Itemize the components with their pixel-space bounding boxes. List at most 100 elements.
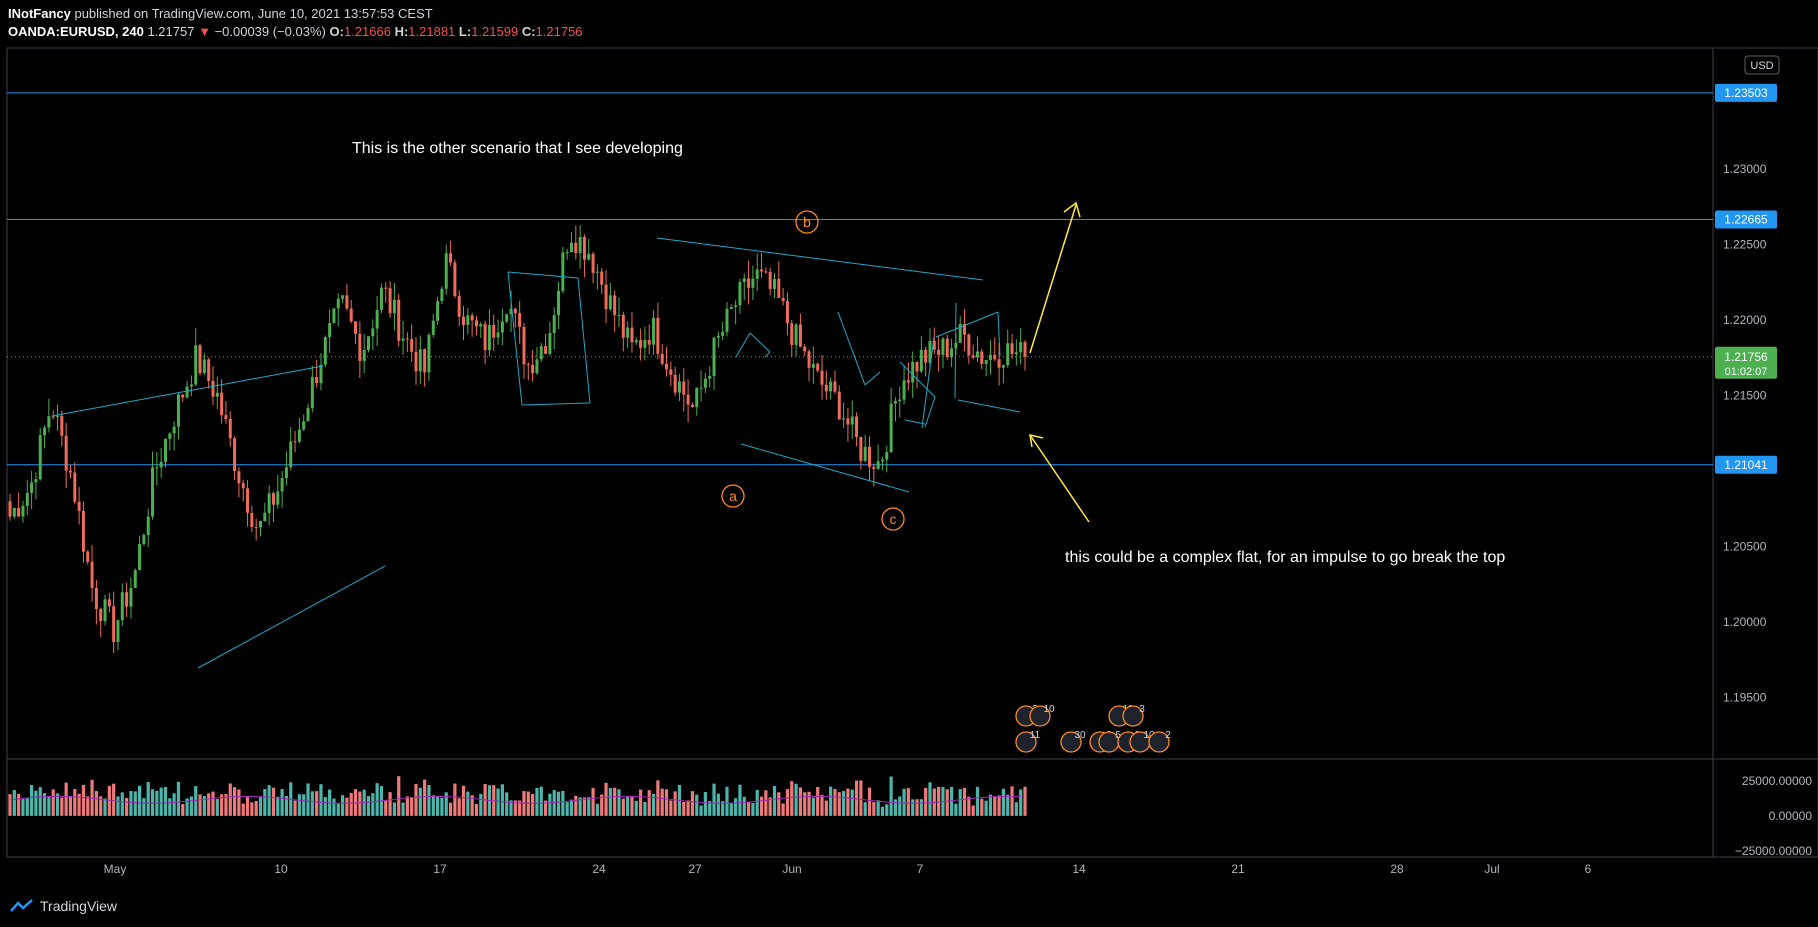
candle-body	[284, 467, 288, 478]
volume-bar	[293, 800, 297, 816]
volume-bar	[958, 789, 962, 816]
candle-body	[682, 381, 686, 395]
wave-label: b	[803, 214, 811, 230]
candle-body	[379, 287, 383, 310]
candle-body	[863, 446, 867, 461]
volume-bar	[807, 791, 811, 816]
candle-body	[375, 309, 379, 329]
footer-brand[interactable]: TradingView	[10, 898, 117, 914]
candle-body	[34, 479, 38, 483]
volume-bar	[457, 798, 461, 816]
candle-body	[829, 381, 833, 392]
trendline	[904, 419, 926, 425]
volume-bar	[142, 798, 146, 816]
volume-bar	[392, 802, 397, 816]
economic-event-icon	[1060, 731, 1082, 753]
candle-body	[341, 295, 345, 299]
volume-bar	[137, 785, 142, 816]
trendline-drawings[interactable]	[51, 237, 1021, 669]
candle-body	[207, 359, 211, 381]
volume-bar	[893, 799, 898, 816]
volume-bar	[829, 786, 833, 816]
volume-bar	[686, 800, 690, 816]
candle-body	[781, 297, 785, 301]
close-value: 1.21756	[535, 24, 583, 39]
candle-body	[742, 278, 746, 283]
volume-bar	[803, 792, 807, 816]
candle-body	[924, 349, 928, 363]
volume-bar	[811, 797, 815, 816]
volume-bar	[112, 783, 116, 816]
volume-bar	[638, 789, 643, 816]
candle-body	[932, 341, 936, 350]
volume-bar	[375, 783, 379, 816]
candle-body	[228, 418, 232, 439]
candle-body	[21, 505, 25, 517]
candle-body	[885, 452, 889, 460]
candle-body	[103, 599, 107, 622]
candle-body	[565, 252, 569, 254]
annotations[interactable]: This is the other scenario that I see de…	[352, 140, 1505, 753]
candle-body	[846, 418, 850, 425]
candle-body	[181, 394, 185, 398]
volume-bar	[690, 791, 695, 816]
candle-body	[811, 363, 815, 368]
volume-bar	[1023, 786, 1027, 816]
volume-bar	[306, 783, 310, 816]
volume-bar	[569, 799, 574, 816]
volume-bar	[194, 786, 198, 816]
candle-body	[902, 380, 906, 400]
candle-body	[535, 359, 539, 374]
candle-body	[17, 507, 21, 517]
horizontal-levels[interactable]: 1.23503 1.22665 1.21041 1.21756 01:02:07	[7, 83, 1777, 474]
candle-body	[643, 340, 647, 348]
time-axis[interactable]: May 10 17 24 27 Jun 7 14 21 28 Jul 6	[104, 862, 1592, 876]
volume-bar	[405, 796, 409, 816]
candle-body	[967, 334, 971, 356]
candle-body	[505, 314, 509, 322]
candle-body	[302, 421, 306, 430]
candle-body	[25, 492, 29, 506]
candle-body	[764, 271, 768, 273]
currency-label: USD	[1750, 60, 1773, 72]
trendline	[764, 351, 771, 358]
price-tick-label: 1.21500	[1723, 388, 1767, 402]
volume-bar	[1019, 789, 1023, 816]
author-name[interactable]: INotFancy	[8, 6, 71, 21]
volume-bar	[695, 794, 699, 816]
volume-bar	[435, 796, 440, 816]
candle-body	[872, 466, 876, 469]
candle-body	[997, 359, 1001, 368]
candle-body	[824, 384, 828, 392]
candle-body	[276, 491, 280, 505]
candle-body	[410, 339, 414, 352]
volume-bar	[349, 793, 353, 816]
economic-event-icon	[1029, 705, 1051, 727]
candle-body	[323, 337, 327, 365]
candle-body	[354, 321, 358, 334]
volume-bar	[1010, 786, 1014, 816]
volume-bar	[816, 786, 820, 816]
candle-body	[319, 364, 323, 384]
price-axis[interactable]: 1.23000 1.22500 1.22000 1.21500 1.20500 1.200…	[1723, 55, 1812, 858]
candle-body	[81, 510, 85, 552]
candle-body	[911, 361, 915, 383]
candle-body	[751, 278, 755, 288]
volume-bar	[846, 788, 850, 816]
up-arrow-icon	[1029, 204, 1077, 354]
candle-body	[574, 242, 578, 253]
candle-body	[725, 308, 729, 332]
candle-body	[151, 467, 155, 517]
volume-bar	[863, 802, 867, 816]
volume-bar	[55, 793, 60, 816]
volume-bar	[73, 789, 77, 816]
volume-bar	[984, 800, 988, 816]
candle-body	[673, 374, 677, 393]
candle-body	[993, 354, 997, 360]
volume-bar	[125, 797, 129, 816]
candle-body	[250, 512, 254, 527]
candle-body	[785, 300, 789, 324]
candle-body	[332, 308, 336, 324]
volume-bar	[716, 793, 720, 816]
